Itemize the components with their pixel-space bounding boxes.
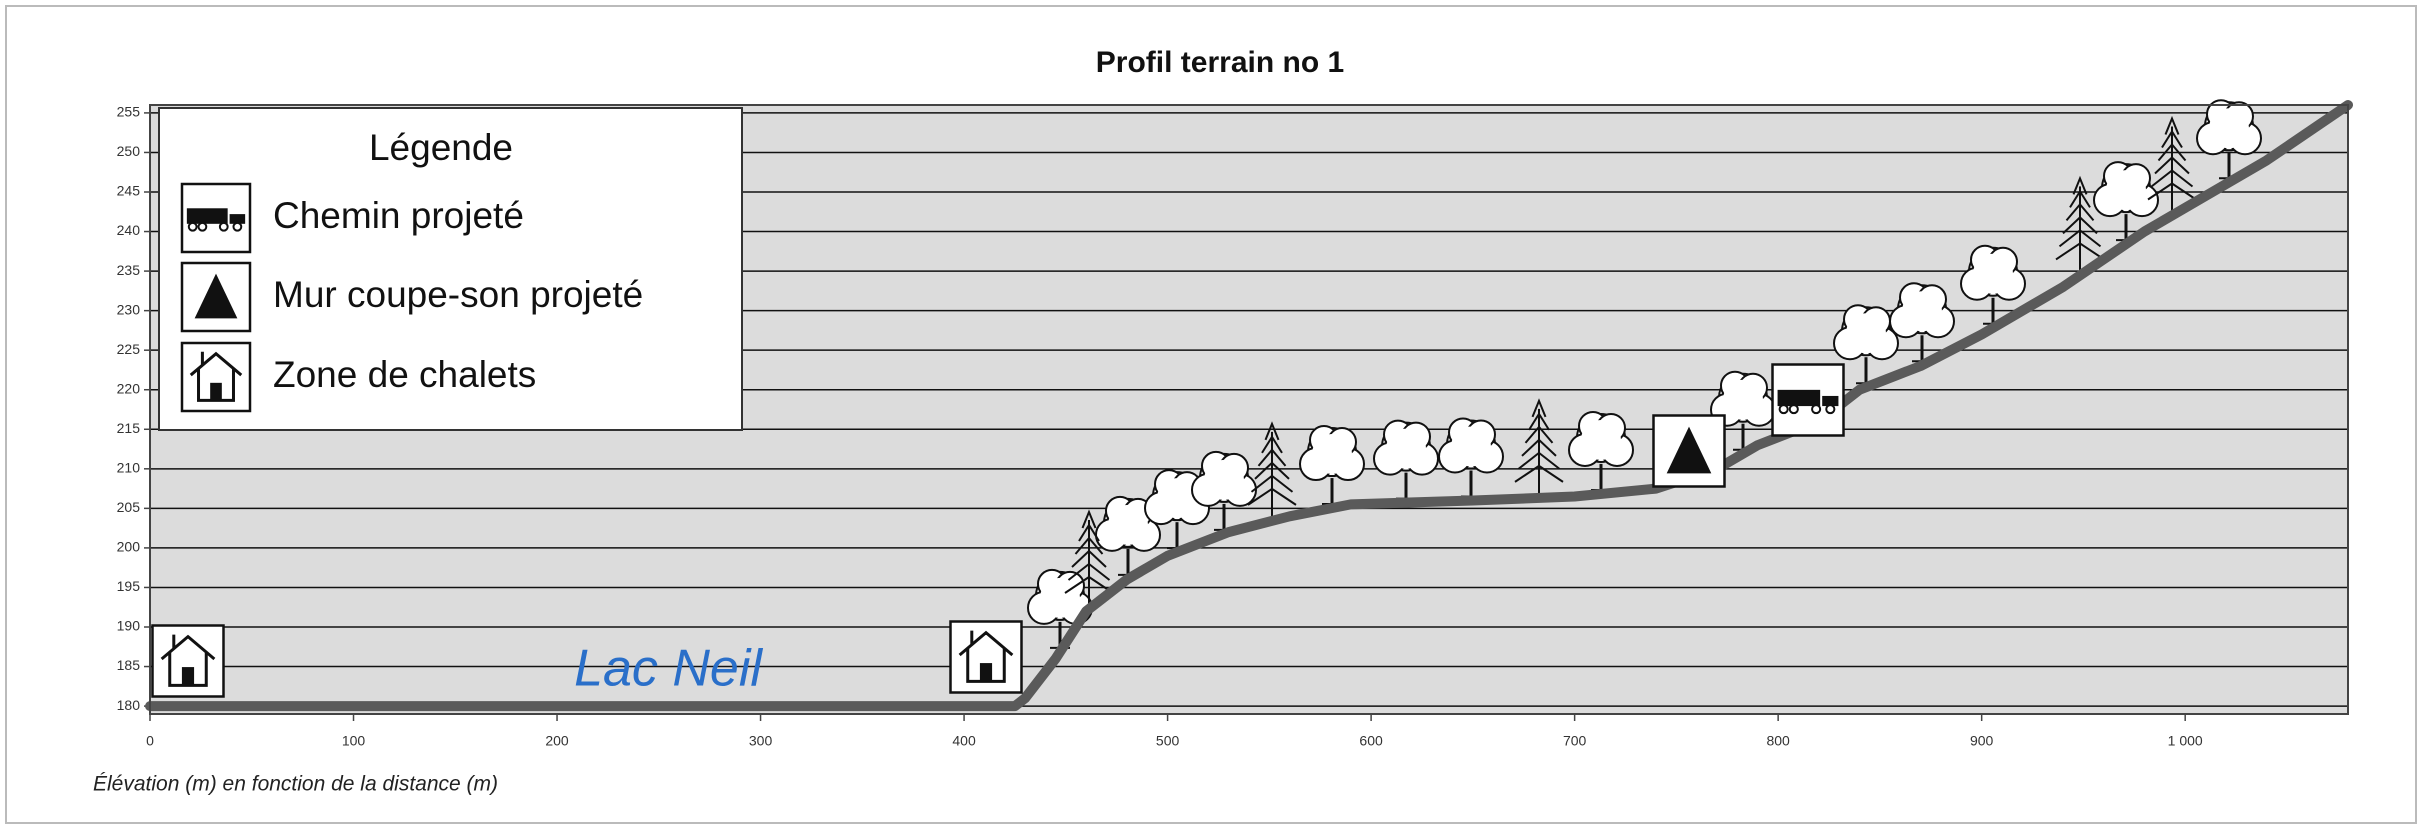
tree-crown: [1157, 478, 1197, 518]
x-tick-label: 100: [342, 733, 366, 749]
legend-item: Mur coupe-son projeté: [273, 274, 643, 315]
y-tick-label: 205: [117, 499, 141, 515]
legend-title: Légende: [369, 127, 513, 168]
tree-crown: [1451, 427, 1491, 467]
tree-crown: [2209, 108, 2249, 148]
x-tick-label: 0: [146, 733, 154, 749]
x-tick-label: 400: [952, 733, 976, 749]
house-door: [210, 383, 222, 400]
chart: Profil terrain no 1 Lac Neil Légende Che…: [0, 0, 2422, 829]
legend: Légende Chemin projeté Mur coupe-son pro…: [159, 108, 742, 430]
tree-crown: [1581, 420, 1621, 460]
truck-wheel: [1826, 405, 1834, 413]
y-tick-label: 180: [117, 697, 141, 713]
truck-wheel: [220, 223, 228, 231]
tree-crown: [1902, 291, 1942, 331]
x-tick-label: 600: [1359, 733, 1383, 749]
legend-item: Zone de chalets: [273, 354, 536, 395]
tree-crown: [2106, 170, 2146, 210]
tree-crown: [1386, 429, 1426, 469]
y-tick-label: 240: [117, 222, 141, 238]
tree-crown: [1108, 505, 1148, 545]
x-tick-label: 800: [1766, 733, 1790, 749]
truck-wheel: [1812, 405, 1820, 413]
page: {"chart_data": { "type": "line", "title"…: [0, 0, 2422, 829]
truck-body: [1778, 390, 1821, 406]
y-tick-label: 185: [117, 657, 141, 673]
y-tick-label: 195: [117, 578, 141, 594]
x-axis-label: Élévation (m) en fonction de la distance…: [93, 773, 498, 796]
y-tick-label: 250: [117, 143, 141, 159]
tree-crown: [1846, 313, 1886, 353]
truck-wheel: [1780, 405, 1788, 413]
tree-crown: [1040, 578, 1080, 618]
truck-wheel: [189, 223, 197, 231]
y-tick-label: 255: [117, 104, 141, 120]
y-tick-label: 225: [117, 341, 141, 357]
truck-wheel: [1790, 405, 1798, 413]
y-tick-label: 215: [117, 420, 141, 436]
y-tick-label: 230: [117, 301, 141, 317]
tree-crown: [1973, 254, 2013, 294]
tree-crown: [1204, 460, 1244, 500]
y-tick-label: 220: [117, 380, 141, 396]
y-tick-label: 245: [117, 183, 141, 199]
truck-wheel: [233, 223, 241, 231]
tree-crown: [1723, 380, 1763, 420]
x-tick-label: 900: [1970, 733, 1994, 749]
y-tick-label: 190: [117, 618, 141, 634]
annotation: Lac Neil: [574, 640, 763, 698]
x-tick-label: 300: [749, 733, 773, 749]
x-tick-label: 200: [545, 733, 569, 749]
y-tick-label: 210: [117, 460, 141, 476]
truck-wheel: [199, 223, 207, 231]
legend-item: Chemin projeté: [273, 195, 524, 236]
tree-crown: [1312, 434, 1352, 474]
truck-body: [187, 208, 228, 224]
x-tick-label: 700: [1563, 733, 1587, 749]
y-tick-label: 200: [117, 539, 141, 555]
y-tick-label: 235: [117, 262, 141, 278]
x-tick-label: 500: [1156, 733, 1180, 749]
house-door: [980, 663, 992, 681]
chart-title: Profil terrain no 1: [1096, 46, 1344, 79]
x-tick-label: 1 000: [2168, 733, 2203, 749]
house-door: [182, 667, 194, 685]
